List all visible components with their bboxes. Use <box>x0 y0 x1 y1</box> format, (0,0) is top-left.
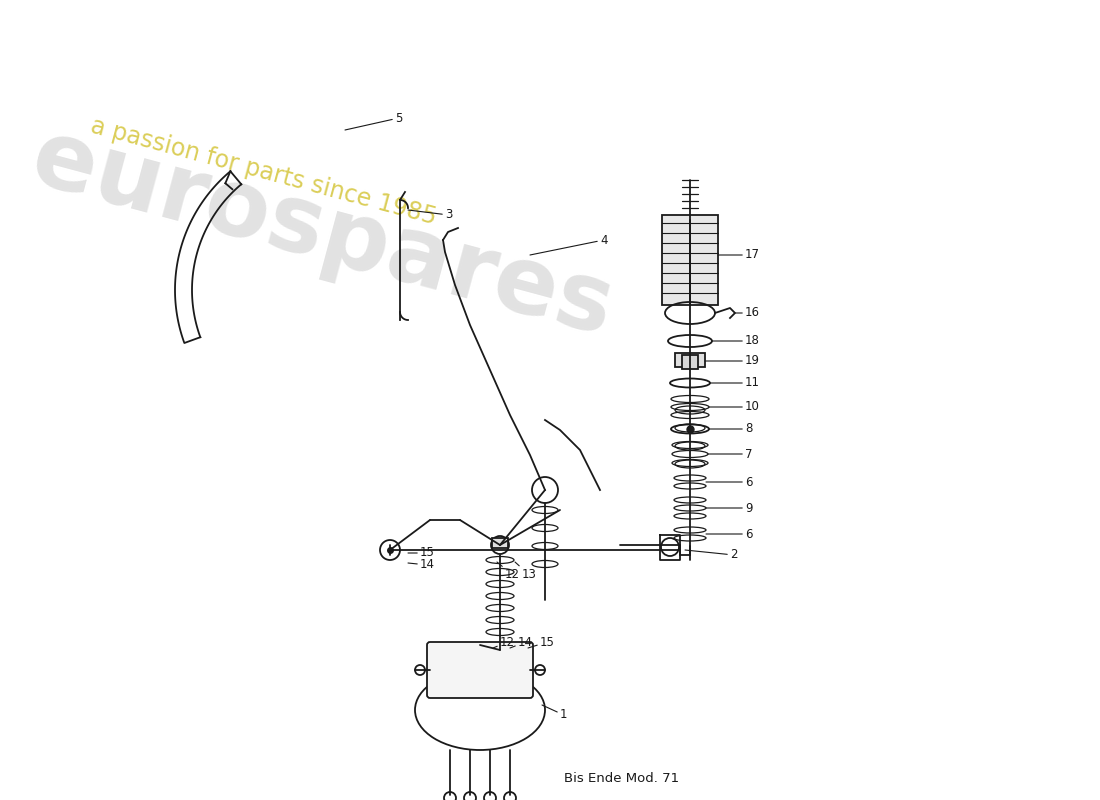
Text: 7: 7 <box>708 447 752 461</box>
Bar <box>682 355 698 369</box>
Text: 15: 15 <box>408 546 435 559</box>
Text: 15: 15 <box>528 635 554 649</box>
Text: 16: 16 <box>735 306 760 319</box>
Text: 17: 17 <box>718 249 760 262</box>
Text: 19: 19 <box>705 354 760 367</box>
Text: 6: 6 <box>706 475 752 489</box>
Text: 10: 10 <box>710 401 760 414</box>
Text: 1: 1 <box>542 705 568 722</box>
Text: 3: 3 <box>408 209 452 222</box>
Text: 14: 14 <box>408 558 435 571</box>
Text: Bis Ende Mod. 71: Bis Ende Mod. 71 <box>564 772 679 785</box>
Bar <box>662 215 718 305</box>
Text: 5: 5 <box>345 111 403 130</box>
Text: 9: 9 <box>706 502 752 514</box>
Text: 18: 18 <box>712 334 760 347</box>
Text: 4: 4 <box>530 234 607 255</box>
Text: 12: 12 <box>493 635 515 649</box>
Text: 8: 8 <box>710 422 752 435</box>
Text: a passion for parts since 1985: a passion for parts since 1985 <box>88 114 439 229</box>
Text: 2: 2 <box>685 549 737 562</box>
FancyBboxPatch shape <box>427 642 534 698</box>
Bar <box>675 353 705 367</box>
Text: 6: 6 <box>706 527 752 541</box>
Text: 11: 11 <box>710 377 760 390</box>
Text: eurospares: eurospares <box>22 113 623 356</box>
Bar <box>492 538 508 548</box>
Text: 14: 14 <box>510 635 534 649</box>
Text: 13: 13 <box>515 562 537 582</box>
Text: 12: 12 <box>497 562 520 582</box>
